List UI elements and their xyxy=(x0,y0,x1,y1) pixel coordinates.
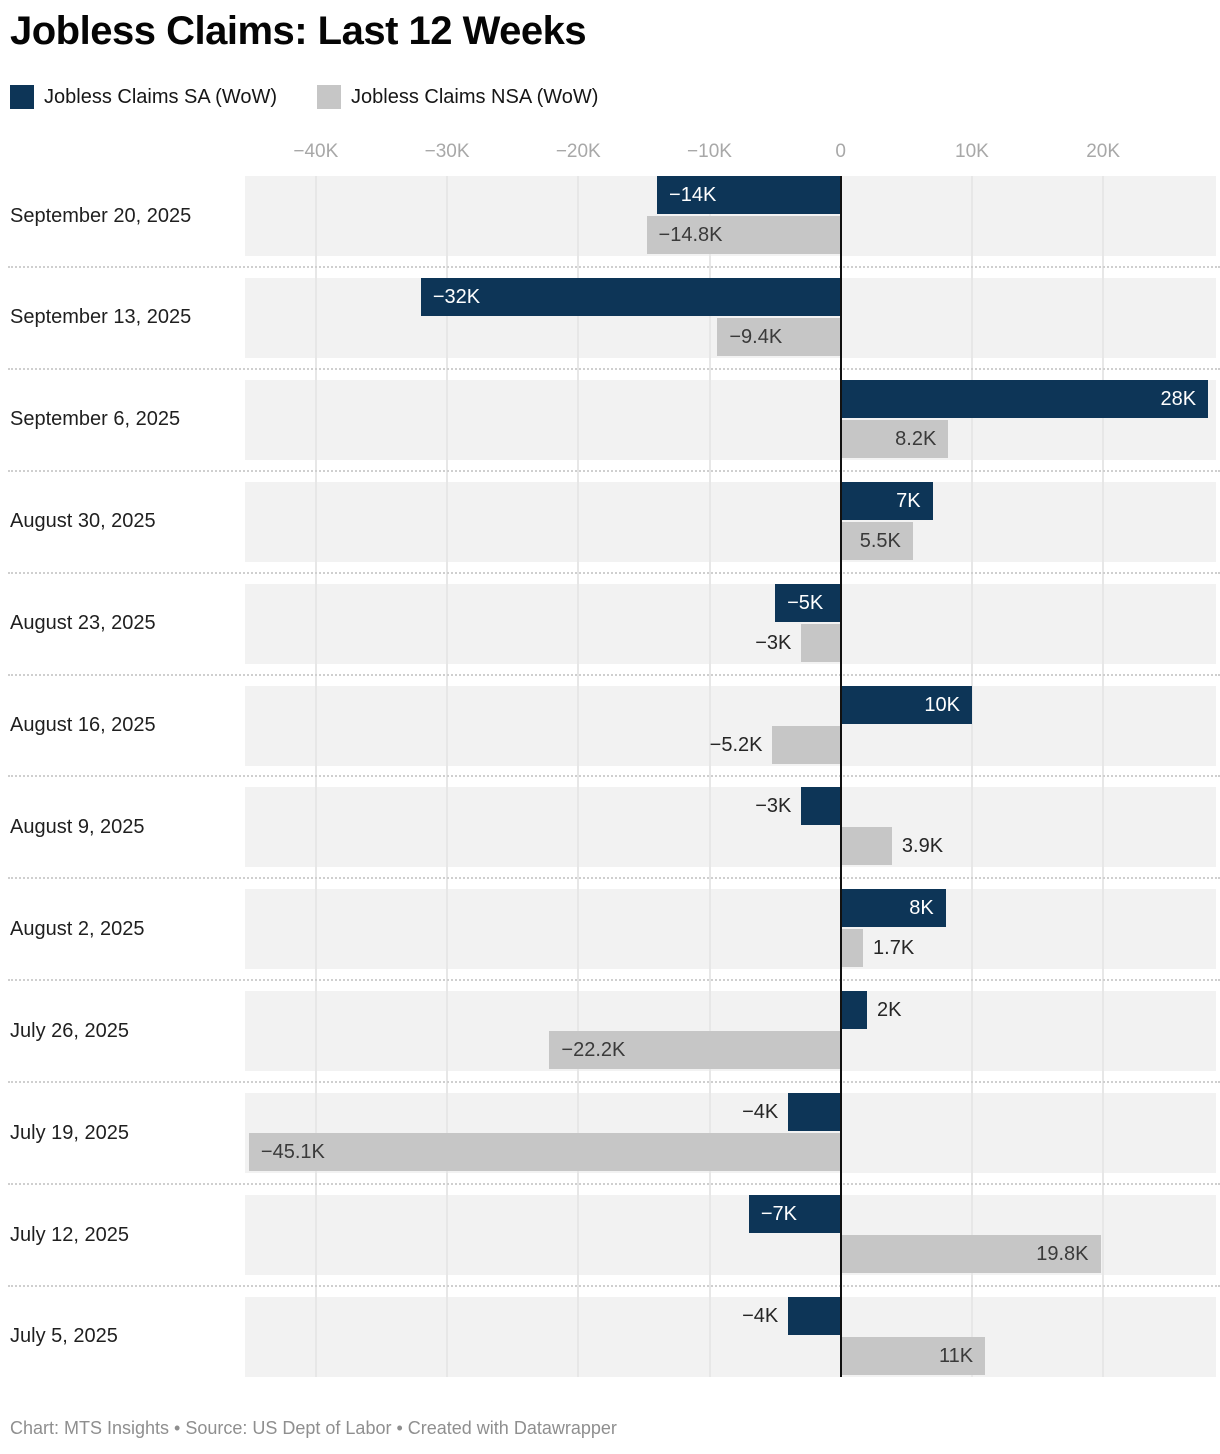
legend-item-label: Jobless Claims SA (WoW) xyxy=(44,85,278,108)
bar-value-label: −32K xyxy=(432,285,481,308)
row-separator xyxy=(8,673,1220,676)
x-axis-tick-label: −30K xyxy=(424,141,470,162)
bar-nsa[interactable] xyxy=(840,1336,986,1375)
x-axis-tick-label: −20K xyxy=(555,141,601,162)
row-label: July 19, 2025 xyxy=(10,1121,129,1144)
bar-value-label: 7K xyxy=(896,489,921,512)
row-label: July 26, 2025 xyxy=(10,1019,129,1042)
bar-sa[interactable] xyxy=(775,583,841,622)
bar-nsa[interactable] xyxy=(646,216,841,254)
bar-sa[interactable] xyxy=(801,787,841,826)
bar-nsa[interactable] xyxy=(840,1235,1101,1273)
bar-nsa[interactable] xyxy=(840,929,864,968)
bar-value-label: 28K xyxy=(1160,387,1197,410)
bar-value-label: −14K xyxy=(669,184,717,206)
legend-item-label: Jobless Claims NSA (WoW) xyxy=(351,85,599,108)
legend-item-nsa: Jobless Claims NSA (WoW) xyxy=(317,85,598,109)
bar-value-label: 1.7K xyxy=(873,937,915,960)
row-band xyxy=(245,685,1216,766)
legend-item-sa: Jobless Claims SA (WoW) xyxy=(10,85,277,109)
legend-swatch xyxy=(317,85,342,109)
row-label: August 30, 2025 xyxy=(10,510,156,533)
bar-sa[interactable] xyxy=(788,1296,841,1335)
row-label: September 20, 2025 xyxy=(10,204,192,227)
row-label: September 13, 2025 xyxy=(10,306,192,329)
zero-axis-line xyxy=(839,176,842,1377)
row-separator xyxy=(8,877,1220,880)
bar-nsa[interactable] xyxy=(801,623,841,662)
row-label: August 2, 2025 xyxy=(10,917,145,940)
bar-nsa[interactable] xyxy=(717,317,841,356)
row-separator xyxy=(8,571,1220,574)
row-label: July 12, 2025 xyxy=(10,1223,129,1246)
bar-value-label: 2K xyxy=(876,999,902,1022)
bar-value-label: −3K xyxy=(755,631,792,654)
row-label: August 9, 2025 xyxy=(10,815,145,838)
row-band xyxy=(245,889,1216,970)
bar-sa[interactable] xyxy=(840,379,1209,418)
bar-value-label: −45.1K xyxy=(260,1141,325,1164)
bar-value-label: 3.9K xyxy=(901,835,944,858)
bar-nsa[interactable] xyxy=(549,1031,841,1070)
bar-value-label: −3K xyxy=(755,795,792,818)
bar-sa[interactable] xyxy=(840,889,946,928)
bar-nsa[interactable] xyxy=(840,827,892,866)
bar-value-label: −22.2K xyxy=(561,1039,626,1062)
bar-value-label: −14.8K xyxy=(658,224,723,246)
row-band xyxy=(245,1296,1216,1377)
row-band xyxy=(245,787,1216,868)
chart-legend: Jobless Claims SA (WoW) Jobless Claims NS… xyxy=(10,85,598,109)
bar-sa[interactable] xyxy=(788,1093,841,1132)
bar-value-label: 10K xyxy=(924,693,960,716)
row-separator xyxy=(8,265,1220,268)
x-axis-tick-label: −40K xyxy=(293,141,339,162)
x-axis-tick-label: 0 xyxy=(835,141,846,162)
bar-value-label: 8.2K xyxy=(895,427,937,450)
bar-value-label: −7K xyxy=(760,1203,798,1225)
row-separator xyxy=(8,1081,1220,1084)
legend-swatch xyxy=(10,85,34,109)
bar-nsa[interactable] xyxy=(840,521,913,560)
row-separator xyxy=(8,775,1220,778)
row-label: July 5, 2025 xyxy=(10,1325,118,1348)
row-band xyxy=(245,481,1216,562)
row-separator xyxy=(8,367,1220,370)
chart-footer: Chart: MTS Insights • Source: US Dept of… xyxy=(10,1418,617,1438)
row-separator xyxy=(8,979,1220,982)
bar-nsa[interactable] xyxy=(248,1133,841,1172)
bar-value-label: 5.5K xyxy=(859,529,901,552)
chart-title: Jobless Claims: Last 12 Weeks xyxy=(10,9,587,53)
bar-sa[interactable] xyxy=(748,1195,841,1233)
x-axis-tick-label: 10K xyxy=(955,141,989,162)
bar-value-label: 19.8K xyxy=(1036,1243,1089,1265)
row-label: September 6, 2025 xyxy=(10,408,181,431)
bar-value-label: −4K xyxy=(742,1101,779,1124)
row-separator xyxy=(8,1284,1220,1287)
bar-value-label: −5K xyxy=(787,591,824,614)
bar-sa[interactable] xyxy=(657,176,841,214)
bar-sa[interactable] xyxy=(840,685,972,724)
bar-value-label: 8K xyxy=(909,897,934,920)
row-band xyxy=(245,583,1216,664)
bar-value-label: 11K xyxy=(938,1344,974,1367)
bar-sa[interactable] xyxy=(840,481,933,520)
bar-value-label: −5.2K xyxy=(709,733,763,756)
x-axis-tick-label: 20K xyxy=(1086,141,1121,162)
row-separator xyxy=(8,469,1220,472)
bar-sa[interactable] xyxy=(420,277,841,316)
bar-nsa[interactable] xyxy=(840,419,949,458)
row-separator xyxy=(8,1183,1220,1186)
bar-value-label: −9.4K xyxy=(729,325,783,348)
row-label: August 16, 2025 xyxy=(10,714,156,736)
bar-sa[interactable] xyxy=(840,991,867,1030)
bar-nsa[interactable] xyxy=(772,725,841,764)
x-axis-tick-label: −10K xyxy=(687,141,732,162)
row-label: August 23, 2025 xyxy=(10,612,156,635)
bar-value-label: −4K xyxy=(742,1304,779,1327)
